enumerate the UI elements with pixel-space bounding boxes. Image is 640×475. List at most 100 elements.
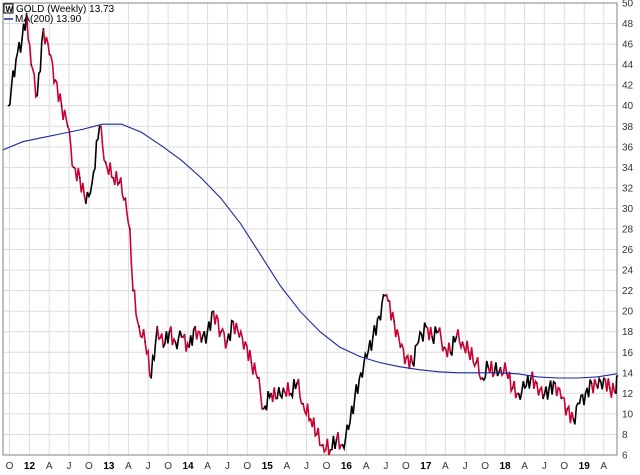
price-segment — [572, 402, 580, 425]
price-point — [162, 346, 165, 348]
x-tick-label: J — [463, 461, 468, 472]
x-tick-label: J — [383, 461, 388, 472]
price-point — [138, 325, 140, 328]
price-segment — [530, 371, 538, 389]
price-segment — [411, 341, 420, 367]
ma-point — [378, 362, 380, 364]
price-point — [616, 375, 619, 377]
x-tick-label: A — [521, 461, 528, 472]
price-segment — [226, 319, 234, 343]
price-point — [378, 315, 380, 318]
ma-point — [517, 373, 519, 375]
price-point — [194, 325, 197, 328]
price-point — [461, 341, 464, 343]
price-segment — [112, 171, 120, 187]
price-point — [244, 341, 247, 343]
price-segment — [129, 228, 134, 291]
x-tick-label: A — [46, 461, 53, 472]
ma-point — [81, 128, 83, 130]
price-segment — [73, 166, 81, 182]
price-point — [366, 356, 368, 359]
y-tick-label: 10 — [622, 409, 634, 420]
ma-point — [418, 369, 420, 371]
price-point — [393, 320, 395, 323]
x-tick-label: A — [125, 461, 132, 472]
price-segment — [181, 333, 190, 352]
price-point — [309, 418, 312, 420]
x-tick-label: J — [542, 461, 547, 472]
price-segment — [578, 393, 587, 406]
price-point — [72, 166, 75, 169]
price-point — [425, 325, 427, 328]
price-point — [387, 300, 389, 302]
price-segment — [30, 64, 38, 99]
price-point — [481, 377, 484, 379]
y-tick-label: 6 — [622, 451, 628, 462]
ma-point — [121, 123, 123, 125]
price-segment — [132, 289, 140, 327]
price-point — [578, 402, 581, 405]
price-segment — [309, 417, 318, 438]
price-point — [467, 351, 470, 354]
x-tick-label: O — [323, 461, 331, 472]
price-segment — [194, 326, 203, 343]
legend: W GOLD (Weekly) 13.73 MA(200) 13.90 — [3, 3, 115, 25]
y-tick-label: 40 — [622, 101, 634, 112]
ma-point — [220, 197, 222, 199]
price-segment — [200, 330, 209, 344]
price-segment — [536, 382, 544, 399]
price-segment — [584, 379, 593, 398]
price-segment — [85, 191, 92, 204]
price-point — [150, 377, 152, 379]
price-point — [206, 330, 209, 333]
price-segment — [276, 386, 285, 400]
price-point — [530, 377, 532, 379]
price-point — [596, 387, 599, 390]
price-point — [60, 104, 63, 107]
y-tick-label: 42 — [622, 81, 634, 92]
price-point — [487, 366, 490, 369]
price-point — [615, 392, 617, 395]
ma-point — [279, 285, 281, 286]
price-point — [21, 38, 23, 40]
x-tick-label: A — [204, 461, 211, 472]
price-segment — [25, 13, 32, 65]
ma-line — [2, 123, 618, 379]
price-segment — [322, 438, 332, 456]
ma-legend-label: MA(200) 13.90 — [15, 14, 82, 25]
price-segment — [487, 360, 496, 378]
price-point — [144, 341, 146, 343]
y-tick-label: 32 — [622, 183, 634, 194]
x-tick-label: 17 — [420, 461, 432, 472]
price-segment — [330, 435, 338, 451]
price-segment — [296, 378, 304, 405]
ma-point — [616, 373, 618, 375]
price-point — [200, 341, 203, 343]
price-point — [322, 443, 324, 446]
price-point — [256, 377, 259, 379]
y-tick-label: 46 — [622, 40, 634, 51]
price-point — [180, 336, 183, 338]
price-point — [48, 53, 51, 56]
price-point — [347, 428, 350, 431]
price-segment — [596, 376, 605, 390]
price-point — [353, 397, 356, 400]
y-tick-label: 28 — [622, 225, 634, 236]
price-point — [341, 443, 344, 446]
ma-point — [358, 355, 360, 357]
price-point — [554, 382, 556, 384]
price-point — [566, 407, 569, 410]
price-point — [112, 176, 115, 179]
price-segment — [493, 362, 502, 377]
price-segment — [405, 353, 414, 370]
y-tick-label: 38 — [622, 122, 634, 133]
price-segment — [603, 377, 611, 392]
x-tick-label: 14 — [183, 461, 195, 472]
price-segment — [290, 378, 298, 400]
price-segment — [48, 53, 57, 86]
price-segment — [372, 315, 380, 338]
price-segment — [42, 28, 51, 55]
price-point — [384, 294, 386, 297]
price-point — [168, 330, 171, 333]
ma-point — [299, 310, 301, 312]
